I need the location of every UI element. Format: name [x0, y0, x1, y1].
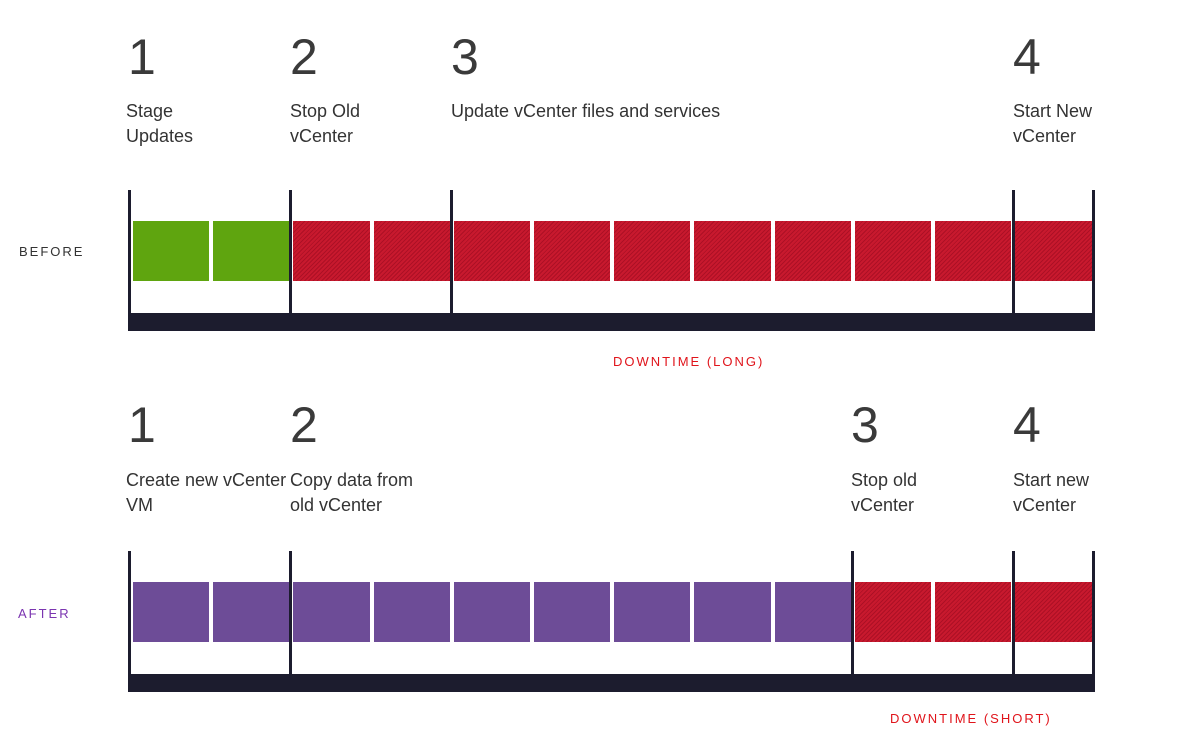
- after-segment-purple: [694, 582, 771, 642]
- before-divider-2: [289, 190, 292, 315]
- before-segment-red: [854, 221, 931, 281]
- before-segment-green: [133, 221, 210, 281]
- before-divider-5: [1092, 190, 1095, 330]
- after-step-4-label: Start new vCenter: [1013, 468, 1089, 518]
- before-step-2-line-1: Stop Old: [290, 101, 361, 121]
- after-downtime-label: DOWNTIME (SHORT): [890, 711, 1052, 726]
- before-step-3-label: Update vCenter files and services: [451, 99, 720, 124]
- after-step-2-number: 2: [290, 397, 318, 453]
- before-step-1-line-1: Stage: [126, 101, 174, 121]
- before-downtime-label: DOWNTIME (LONG): [613, 354, 765, 369]
- before-axis-bar: [128, 313, 1095, 331]
- before-step-1-number: 1: [128, 29, 156, 85]
- after-segment-purple: [534, 582, 611, 642]
- after-step-3-label: Stop old vCenter: [851, 468, 917, 518]
- after-segment-purple: [373, 582, 450, 642]
- after-segment-purple: [614, 582, 691, 642]
- after-step-3-number: 3: [851, 397, 879, 453]
- before-step-3-line-1: Update vCenter files and services: [451, 101, 721, 121]
- before-step-3-number: 3: [451, 29, 479, 85]
- before-segment-red: [774, 221, 851, 281]
- after-step-3-line-2: vCenter: [851, 495, 915, 515]
- after-segment-purple: [453, 582, 530, 642]
- before-step-4-label: Start New vCenter: [1013, 99, 1092, 149]
- before-divider-1: [128, 190, 131, 330]
- before-step-1-line-2: Updates: [126, 126, 194, 146]
- before-segment-red: [935, 221, 1012, 281]
- after-segment-purple: [774, 582, 851, 642]
- before-segment-red: [373, 221, 450, 281]
- before-step-4-number: 4: [1013, 29, 1041, 85]
- before-segment-red: [694, 221, 771, 281]
- after-step-3-line-1: Stop old: [851, 470, 918, 490]
- before-step-4-line-1: Start New: [1013, 101, 1093, 121]
- after-step-4-number: 4: [1013, 397, 1041, 453]
- before-segment-red: [453, 221, 530, 281]
- before-segment-red: [1015, 221, 1092, 281]
- before-segment-green: [213, 221, 290, 281]
- before-step-2-label: Stop Old vCenter: [290, 99, 360, 149]
- after-divider-1: [128, 551, 131, 691]
- after-step-1-line-1: Create new vCenter: [126, 470, 287, 490]
- after-step-1-line-2: VM: [126, 495, 153, 515]
- before-divider-4: [1012, 190, 1015, 315]
- after-segment-red: [1015, 582, 1092, 642]
- after-step-2-line-2: old vCenter: [290, 495, 383, 515]
- after-axis-bar: [128, 674, 1095, 692]
- after-side-label: AFTER: [18, 606, 71, 621]
- before-step-4-line-2: vCenter: [1013, 126, 1077, 146]
- after-segment-purple: [133, 582, 210, 642]
- after-step-2-label: Copy data from old vCenter: [290, 468, 413, 518]
- after-step-4-line-2: vCenter: [1013, 495, 1077, 515]
- after-divider-2: [289, 551, 292, 676]
- after-step-1-label: Create new vCenter VM: [126, 468, 286, 518]
- before-segment-red: [614, 221, 691, 281]
- before-divider-3: [450, 190, 453, 315]
- after-step-2-line-1: Copy data from: [290, 470, 414, 490]
- before-step-1-label: Stage Updates: [126, 99, 193, 149]
- after-step-4-line-1: Start new: [1013, 470, 1090, 490]
- after-segment-purple: [213, 582, 290, 642]
- after-divider-5: [1092, 551, 1095, 691]
- before-step-2-line-2: vCenter: [290, 126, 354, 146]
- after-segment-red: [854, 582, 931, 642]
- after-segment-red: [935, 582, 1012, 642]
- after-divider-4: [1012, 551, 1015, 676]
- before-side-label: BEFORE: [19, 244, 85, 259]
- after-segment-purple: [293, 582, 370, 642]
- before-step-2-number: 2: [290, 29, 318, 85]
- after-step-1-number: 1: [128, 397, 156, 453]
- after-divider-3: [851, 551, 854, 676]
- before-segment-red: [293, 221, 370, 281]
- before-segment-red: [534, 221, 611, 281]
